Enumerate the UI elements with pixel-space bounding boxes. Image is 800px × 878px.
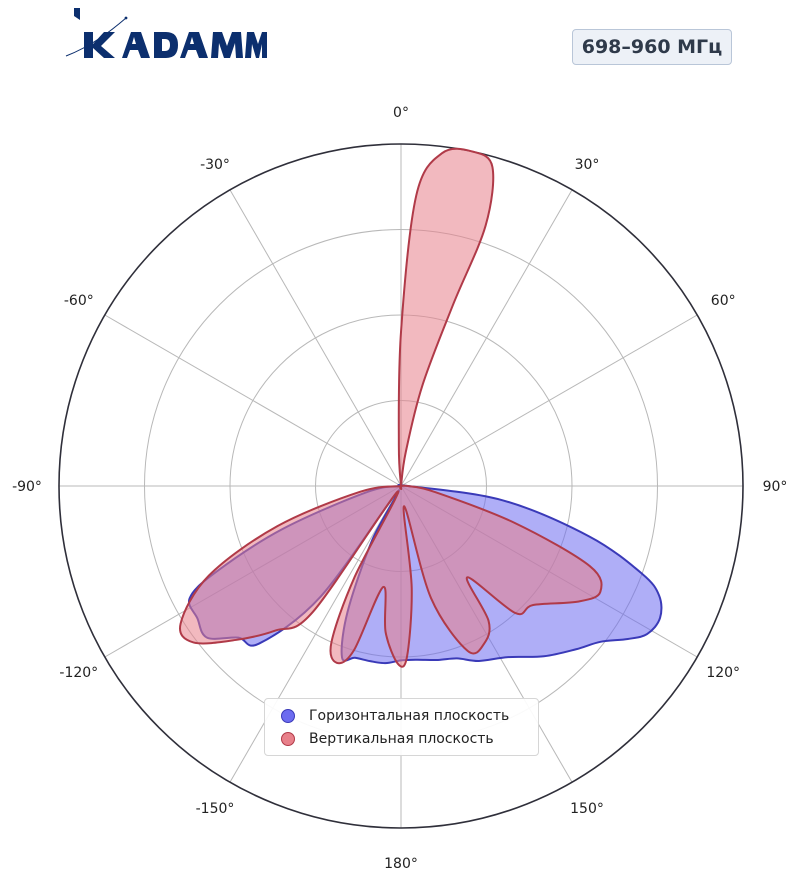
angle-tick-label: -150° [196, 801, 235, 817]
legend-marker-horizontal [281, 708, 295, 723]
legend-item-horizontal: Горизонтальная плоскость [281, 704, 528, 727]
kadamm-logo [62, 6, 267, 62]
legend-label-vertical: Вертикальная плоскость [309, 730, 494, 747]
legend-label-horizontal: Горизонтальная плоскость [309, 707, 510, 724]
angle-tick-label: 0° [393, 105, 409, 121]
angle-tick-label: -120° [59, 665, 98, 681]
series-vertical-plane [179, 147, 603, 668]
chart-legend: Горизонтальная плоскость Вертикальная пл… [264, 698, 539, 756]
angle-tick-label: 30° [575, 157, 600, 173]
angle-tick-label: 120° [706, 665, 740, 681]
angle-tick-label: 90° [763, 479, 788, 495]
angle-tick-label: 60° [711, 293, 736, 309]
angle-labels: 0° 30° 60° 90° 120° 150° 180° -150° -120° -90° -60… [12, 105, 787, 872]
angle-tick-label: -60° [64, 293, 94, 309]
angle-tick-label: -90° [12, 479, 42, 495]
legend-item-vertical: Вертикальная плоскость [281, 727, 528, 750]
polar-series [179, 147, 663, 668]
legend-marker-vertical [281, 731, 295, 746]
frequency-badge: 698–960 МГц [572, 29, 732, 65]
angle-tick-label: -30° [200, 157, 230, 173]
logo-wordmark [84, 32, 267, 58]
angle-tick-label: 150° [570, 801, 604, 817]
logo-mark [74, 8, 80, 20]
outer-ring [58, 143, 744, 829]
angle-tick-label: 180° [384, 856, 418, 872]
